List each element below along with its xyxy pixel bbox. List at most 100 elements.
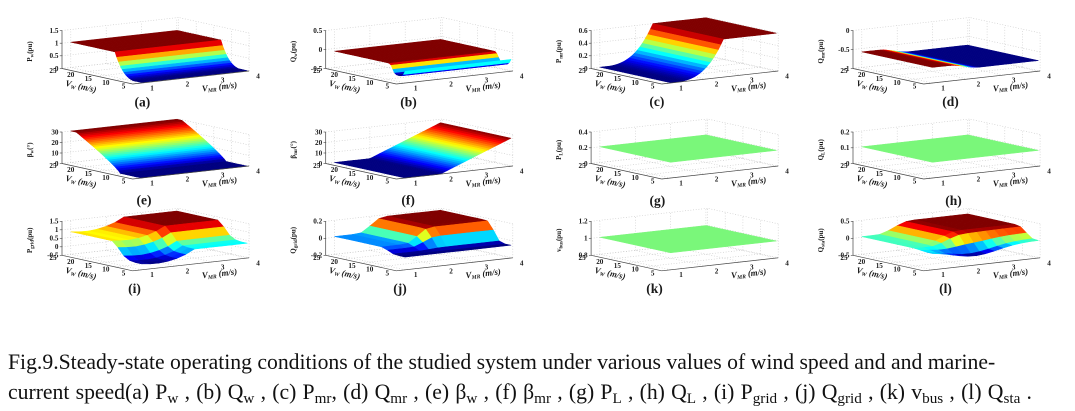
- svg-text:VW (m/s): VW (m/s): [64, 265, 97, 283]
- svg-text:20: 20: [858, 258, 866, 266]
- svg-text:20: 20: [315, 139, 323, 147]
- svg-text:20: 20: [331, 71, 339, 79]
- svg-text:5: 5: [386, 178, 390, 186]
- svg-text:4: 4: [256, 168, 260, 176]
- svg-text:25: 25: [840, 162, 848, 170]
- svg-text:1.2: 1.2: [579, 218, 588, 226]
- svg-text:0: 0: [584, 65, 588, 73]
- svg-text:10: 10: [366, 174, 374, 182]
- svg-text:3: 3: [750, 172, 754, 180]
- svg-text:0.5: 0.5: [313, 27, 322, 35]
- svg-text:VMR (m/s): VMR (m/s): [201, 175, 237, 190]
- svg-text:(b): (b): [400, 95, 417, 110]
- svg-text:4: 4: [1047, 259, 1051, 267]
- svg-text:15: 15: [614, 75, 622, 83]
- svg-text:0: 0: [846, 235, 850, 243]
- svg-text:10: 10: [315, 149, 323, 157]
- svg-text:VMR (m/s): VMR (m/s): [992, 175, 1028, 190]
- svg-text:10: 10: [893, 79, 901, 87]
- svg-text:Pmr(pu): Pmr(pu): [555, 39, 564, 63]
- svg-text:5: 5: [651, 178, 655, 186]
- svg-text:15: 15: [876, 75, 884, 83]
- svg-text:VMR (m/s): VMR (m/s): [465, 175, 501, 190]
- svg-text:3: 3: [485, 263, 489, 271]
- svg-text:1: 1: [414, 84, 418, 92]
- svg-text:15: 15: [348, 262, 356, 270]
- svg-text:2: 2: [715, 267, 719, 275]
- svg-text:-0.5: -0.5: [311, 65, 323, 73]
- svg-text:4: 4: [520, 259, 524, 267]
- svg-text:25: 25: [579, 162, 587, 170]
- svg-text:3: 3: [1012, 263, 1016, 271]
- svg-text:2: 2: [449, 176, 453, 184]
- svg-text:2: 2: [186, 176, 190, 184]
- svg-text:5: 5: [122, 83, 126, 91]
- svg-text:(e): (e): [137, 193, 152, 208]
- svg-text:15: 15: [85, 75, 93, 83]
- svg-text:2: 2: [186, 267, 190, 275]
- svg-text:(h): (h): [945, 193, 962, 208]
- svg-text:2: 2: [186, 81, 190, 89]
- svg-text:20: 20: [858, 71, 866, 79]
- svg-text:(i): (i): [128, 281, 141, 296]
- svg-text:VW (m/s): VW (m/s): [593, 78, 626, 96]
- svg-text:βw(°): βw(°): [26, 142, 35, 157]
- svg-text:5: 5: [913, 178, 917, 186]
- svg-text:5: 5: [913, 270, 917, 278]
- svg-text:(f): (f): [401, 193, 415, 208]
- svg-text:1: 1: [414, 271, 418, 279]
- svg-text:25: 25: [579, 67, 587, 75]
- svg-text:25: 25: [49, 254, 57, 262]
- svg-text:5: 5: [386, 270, 390, 278]
- svg-text:4: 4: [785, 73, 789, 81]
- svg-text:0.2: 0.2: [841, 128, 850, 136]
- svg-text:VW (m/s): VW (m/s): [855, 265, 888, 283]
- svg-text:VW (m/s): VW (m/s): [593, 173, 626, 191]
- svg-text:(j): (j): [393, 281, 407, 296]
- svg-text:4: 4: [1047, 73, 1051, 81]
- svg-text:4: 4: [256, 73, 260, 81]
- svg-text:20: 20: [331, 166, 339, 174]
- svg-text:0.8: 0.8: [579, 252, 588, 260]
- svg-text:20: 20: [596, 71, 604, 79]
- svg-text:VMR (m/s): VMR (m/s): [992, 80, 1028, 95]
- svg-text:3: 3: [1012, 77, 1016, 85]
- svg-text:VMR (m/s): VMR (m/s): [731, 175, 767, 190]
- svg-text:3: 3: [485, 172, 489, 180]
- svg-text:15: 15: [348, 170, 356, 178]
- svg-text:4: 4: [520, 73, 524, 81]
- svg-text:vbus(pu): vbus(pu): [555, 228, 564, 252]
- svg-text:5: 5: [386, 83, 390, 91]
- svg-text:20: 20: [51, 139, 59, 147]
- svg-text:10: 10: [893, 174, 901, 182]
- svg-text:0: 0: [846, 160, 850, 168]
- svg-text:VW (m/s): VW (m/s): [64, 173, 97, 191]
- svg-text:1: 1: [150, 271, 154, 279]
- svg-text:2: 2: [977, 176, 981, 184]
- svg-text:(k): (k): [646, 281, 663, 296]
- svg-text:(d): (d): [942, 94, 959, 109]
- svg-text:PL(pu): PL(pu): [555, 139, 564, 160]
- svg-text:-1: -1: [844, 65, 850, 73]
- svg-text:Qsta(pu): Qsta(pu): [817, 228, 826, 253]
- svg-text:0.5: 0.5: [50, 235, 59, 243]
- svg-text:-0.5: -0.5: [47, 252, 59, 260]
- svg-text:1: 1: [55, 40, 59, 48]
- svg-text:0: 0: [55, 65, 59, 73]
- svg-text:0: 0: [55, 160, 59, 168]
- svg-text:10: 10: [893, 266, 901, 274]
- svg-text:-0.5: -0.5: [838, 252, 850, 260]
- svg-text:1.5: 1.5: [50, 27, 59, 35]
- svg-text:2: 2: [449, 267, 453, 275]
- svg-text:15: 15: [876, 262, 884, 270]
- svg-text:4: 4: [1047, 168, 1051, 176]
- svg-text:25: 25: [313, 67, 321, 75]
- svg-text:VW (m/s): VW (m/s): [64, 78, 97, 96]
- svg-text:0.2: 0.2: [579, 52, 588, 60]
- svg-text:1: 1: [679, 84, 683, 92]
- svg-text:10: 10: [102, 174, 110, 182]
- svg-text:15: 15: [85, 170, 93, 178]
- svg-text:15: 15: [348, 75, 356, 83]
- svg-text:0: 0: [584, 160, 588, 168]
- svg-text:2: 2: [977, 267, 981, 275]
